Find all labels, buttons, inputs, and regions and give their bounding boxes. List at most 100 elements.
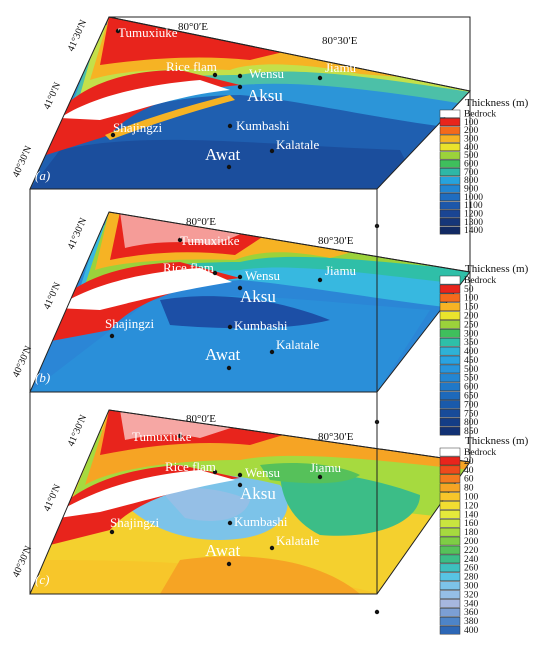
legend-label: Bedrock [464, 276, 496, 286]
legend-swatch [439, 302, 461, 312]
legend-swatch [439, 474, 461, 484]
legend-label: 700 [464, 400, 479, 410]
legend-label: 80 [464, 484, 474, 494]
legend-label: 1100 [464, 201, 483, 211]
panel-b-label: (b) [35, 370, 50, 385]
legend-label: 380 [464, 617, 479, 627]
panel-a: 80°0′E 80°30′E 41°30′N 41°0′N 40°30′N Tu… [11, 16, 529, 236]
rice-flam-label: Rice flam [163, 260, 214, 275]
legend-swatch [439, 417, 461, 427]
wensu-marker [237, 472, 243, 478]
aksu-marker [237, 84, 243, 90]
kumbashi-marker [227, 324, 233, 330]
legend-swatch [439, 118, 461, 127]
legend-label: 240 [464, 555, 479, 565]
aksu-marker [237, 285, 243, 291]
legend-label: 180 [464, 528, 479, 538]
awat-label: Awat [205, 345, 241, 364]
shajingzi-marker [109, 529, 115, 535]
legend-label: 300 [464, 329, 479, 339]
legend-swatch [439, 527, 461, 537]
kumbashi-marker [227, 123, 233, 129]
legend-swatch [439, 599, 461, 608]
awat-marker [226, 164, 232, 170]
legend-swatch [439, 382, 461, 392]
legend-swatch [439, 483, 461, 492]
legend-label: 250 [464, 320, 479, 330]
legend-swatch [439, 355, 461, 365]
legend-label: Bedrock [464, 448, 496, 458]
kalatale-marker [269, 148, 275, 154]
panel-a-legend: Thickness (m) Bedrock1002003004005006007… [439, 97, 529, 236]
legend-swatch [439, 209, 461, 218]
legend-swatch [439, 426, 461, 436]
jiamu-marker [317, 474, 323, 480]
kumbashi-marker [227, 520, 233, 526]
kalatale-label: Kalatale [276, 137, 320, 152]
legend-label: 200 [464, 537, 479, 547]
shajingzi-label: Shajingzi [113, 120, 162, 135]
kumbashi-label: Kumbashi [236, 118, 290, 133]
legend-swatch [439, 134, 461, 143]
legend-swatch [439, 554, 461, 564]
legend-label: 320 [464, 590, 479, 600]
legend-swatch [439, 447, 461, 457]
legend-label: 200 [464, 126, 479, 136]
legend-label: 260 [464, 564, 479, 574]
tumuxiuke-marker [115, 28, 121, 34]
legend-label: Bedrock [464, 110, 496, 120]
legend-label: 500 [464, 151, 479, 161]
tumuxiuke-marker [177, 433, 183, 439]
panel-a-label: (a) [35, 168, 50, 183]
panel-c-legend: Thickness (m) Bedrock2040608010012014016… [439, 435, 529, 636]
legend-swatch [439, 501, 461, 510]
kalatale-label: Kalatale [276, 533, 320, 548]
lon-80-label: 80°0′E [186, 216, 216, 228]
legend-label: 850 [464, 427, 479, 437]
lat-41-label: 41°0′N [42, 81, 64, 111]
legend-label: 280 [464, 573, 479, 583]
lat-41-label: 41°0′N [42, 483, 64, 513]
legend-swatch [439, 536, 461, 546]
wensu-label: Wensu [249, 66, 285, 81]
legend-title: Thickness (m) [465, 263, 529, 275]
jiamu-marker [317, 75, 323, 81]
legend-swatch [439, 346, 461, 356]
tumuxiuke-label: Tumuxiuke [180, 233, 240, 248]
legend-swatch [439, 193, 461, 202]
panel-c: 80°0′E 80°30′E 41°30′N 41°0′N 40°30′N Tu… [11, 409, 529, 636]
lat-41-30-label: 41°30′N [66, 216, 90, 251]
lon-80-label: 80°0′E [178, 21, 208, 33]
lon-80-30-label: 80°30′E [322, 35, 358, 47]
legend-label: 450 [464, 356, 479, 366]
rice-flam-label: Rice flam [166, 59, 217, 74]
legend-swatch [439, 226, 461, 235]
wensu-marker [237, 73, 243, 79]
legend-swatch [439, 391, 461, 400]
shajingzi-label: Shajingzi [105, 316, 154, 331]
legend-label: 40 [464, 466, 474, 476]
legend-label: 650 [464, 392, 479, 402]
awat-label: Awat [205, 145, 241, 164]
legend-swatch [439, 590, 461, 599]
legend-label: 500 [464, 365, 479, 375]
awat-ranch-label-c: Awat Ranch [286, 602, 350, 617]
lat-40-30-label: 40°30′N [11, 544, 35, 579]
legend-swatch [439, 126, 461, 135]
legend-swatch [439, 364, 461, 374]
kalatale-label: Kalatale [276, 337, 320, 352]
tumuxiuke-label: Tumuxiuke [118, 25, 178, 40]
legend-label: 340 [464, 599, 479, 609]
legend-label: 140 [464, 510, 479, 520]
awat-marker [226, 365, 232, 371]
legend-label: 20 [464, 457, 474, 467]
legend-swatch [439, 329, 461, 338]
wensu-label: Wensu [245, 465, 281, 480]
legend-swatch [439, 176, 461, 185]
lat-41-30-label: 41°30′N [66, 413, 90, 448]
wensu-marker [237, 274, 243, 280]
legend-label: 800 [464, 176, 479, 186]
legend-swatch [439, 492, 461, 501]
tumuxiuke-label: Tumuxiuke [132, 429, 192, 444]
lat-40-30-label: 40°30′N [11, 144, 35, 179]
